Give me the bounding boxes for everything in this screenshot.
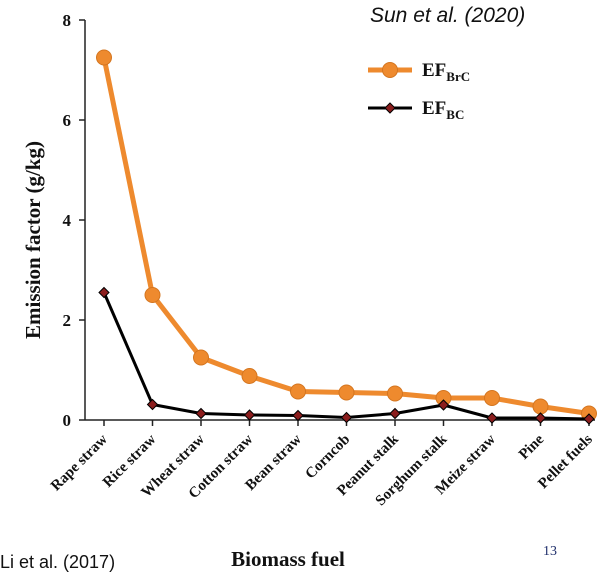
chart-axes — [84, 20, 595, 421]
y-tick-label: 2 — [63, 311, 72, 330]
data-point — [193, 349, 209, 366]
y-axis-ticks: 0 2 4 6 8 — [63, 11, 85, 430]
y-axis-title: Emission factor (g/kg) — [21, 141, 45, 339]
y-tick-label: 8 — [63, 11, 72, 30]
legend-label-main: EF — [422, 98, 446, 119]
x-tick-label: Pine — [516, 431, 548, 463]
data-point — [534, 412, 547, 424]
data-point — [243, 409, 256, 421]
data-point — [437, 399, 450, 411]
x-tick-label: Rape straw — [48, 431, 111, 494]
data-point — [532, 398, 549, 415]
page-number: 13 — [543, 544, 557, 559]
data-point — [340, 411, 353, 424]
x-tick-label: Corncob — [303, 432, 354, 483]
y-tick-label: 0 — [63, 411, 72, 430]
series-brc — [96, 49, 597, 422]
data-point — [292, 409, 304, 422]
footer-reference: Li et al. (2017) — [0, 552, 116, 572]
data-point — [290, 383, 306, 400]
chart-series — [96, 49, 597, 425]
legend-marker — [382, 62, 398, 78]
series-line — [101, 56, 590, 416]
legend-label-main: EF — [422, 60, 446, 81]
y-tick-label: 6 — [63, 111, 72, 130]
x-axis-title: Biomass fuel — [231, 547, 345, 570]
data-point — [486, 412, 498, 424]
data-point — [389, 407, 401, 420]
y-tick-label: 4 — [63, 211, 72, 230]
legend-marker — [384, 102, 396, 114]
data-point — [146, 398, 159, 411]
data-point — [484, 390, 500, 406]
legend-label-subscript: BrC — [446, 69, 470, 84]
legend-label: EFBrC — [422, 60, 470, 84]
series-bc — [98, 286, 595, 425]
data-point — [96, 49, 112, 66]
data-point — [195, 407, 207, 420]
data-point — [387, 385, 403, 402]
data-point — [583, 413, 595, 425]
citation-label: Sun et al. (2020) — [370, 4, 526, 27]
data-point — [338, 384, 355, 401]
data-point — [241, 368, 258, 384]
data-point — [144, 287, 161, 303]
legend-label-subscript: BC — [446, 107, 464, 122]
legend-label: EFBC — [422, 98, 464, 122]
data-point — [98, 286, 110, 299]
